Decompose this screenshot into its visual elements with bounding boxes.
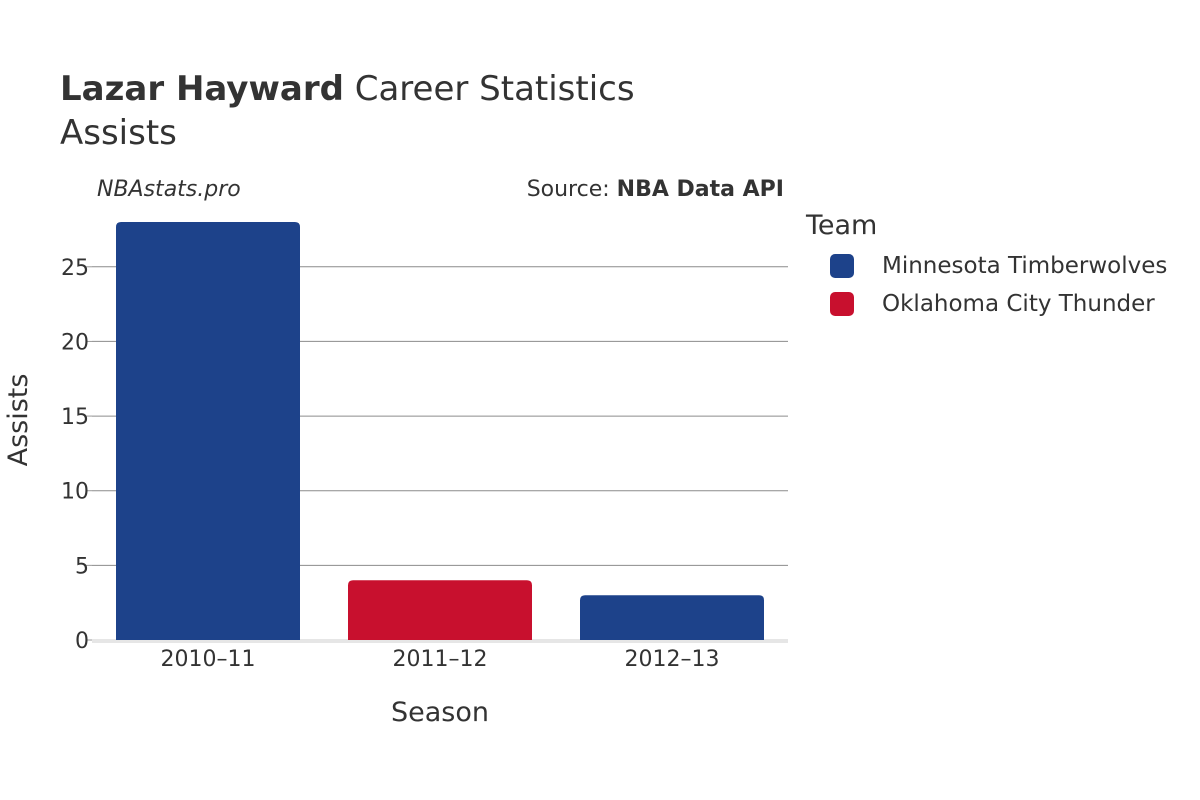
x-tick-label: 2011–12: [393, 647, 488, 672]
y-axis-label: Assists: [3, 374, 34, 467]
legend-label: Minnesota Timberwolves: [882, 253, 1168, 279]
x-axis-label: Season: [391, 697, 489, 728]
y-tick-label: 0: [75, 629, 89, 654]
bars: [116, 222, 764, 640]
player-name: Lazar Hayward: [60, 69, 344, 109]
legend-label: Oklahoma City Thunder: [882, 291, 1155, 317]
x-axis-ticks: 2010–11 2011–12 2012–13: [161, 647, 720, 672]
legend-item-minnesota[interactable]: Minnesota Timberwolves: [830, 253, 1168, 279]
site-watermark: NBAstats.pro: [97, 177, 241, 202]
source-prefix: Source:: [526, 177, 617, 202]
legend-title: Team: [806, 210, 878, 241]
y-tick-label: 10: [61, 480, 89, 505]
chart-subtitle: Assists: [60, 113, 177, 153]
legend-swatch-minnesota: [830, 254, 854, 278]
legend-swatch-oklahoma: [830, 292, 854, 316]
y-tick-label: 25: [61, 256, 89, 281]
chart-title: Lazar Hayward Career Statistics: [60, 68, 635, 110]
legend-item-oklahoma[interactable]: Oklahoma City Thunder: [830, 291, 1155, 317]
x-tick-label: 2012–13: [625, 647, 720, 672]
source-credit: Source: NBA Data API: [527, 177, 784, 202]
bar-2011–12[interactable]: [348, 580, 532, 640]
y-tick-label: 20: [61, 330, 89, 355]
source-name: NBA Data API: [616, 177, 784, 202]
y-tick-label: 15: [61, 405, 89, 430]
bar-2010–11[interactable]: [116, 222, 300, 640]
y-axis-ticks: 0 5 10 15 20 25: [61, 256, 92, 654]
bar-2012–13[interactable]: [580, 595, 764, 640]
title-rest: Career Statistics: [343, 69, 635, 109]
y-tick-label: 5: [75, 554, 89, 579]
x-tick-label: 2010–11: [161, 647, 256, 672]
